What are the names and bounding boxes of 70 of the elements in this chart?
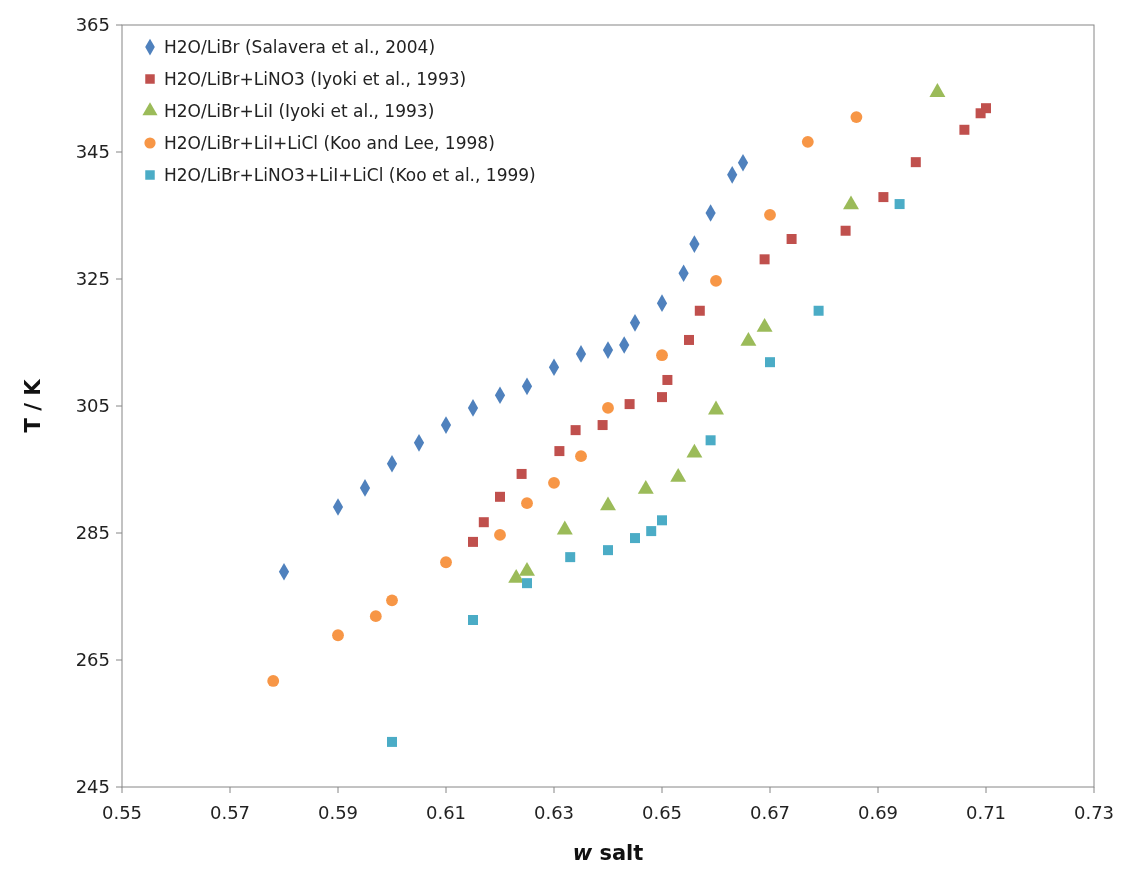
y-tick-label: 305 <box>75 395 110 417</box>
y-tick-label: 265 <box>75 649 110 671</box>
x-tick-label: 0.61 <box>425 802 467 823</box>
x-tick-label: 0.73 <box>1073 802 1115 823</box>
point <box>624 399 635 410</box>
point <box>495 491 505 502</box>
y-tick-label: 345 <box>75 141 110 163</box>
point <box>801 135 814 148</box>
point <box>813 305 824 316</box>
point <box>468 614 478 625</box>
point <box>468 536 478 547</box>
point <box>646 526 657 537</box>
point <box>694 305 705 316</box>
point <box>565 552 576 563</box>
y-tick-label: 285 <box>75 522 110 544</box>
point <box>765 357 775 368</box>
point <box>603 545 613 556</box>
point <box>369 610 382 623</box>
legend-label: H2O/LiBr+LiI+LiCl (Koo and Lee, 1998) <box>164 132 495 153</box>
point <box>850 111 863 123</box>
point <box>602 402 614 414</box>
legend-label: H2O/LiBr+LiNO3 (Iyoki et al., 1993) <box>164 68 467 89</box>
point <box>630 533 640 544</box>
x-tick-label: 0.55 <box>101 802 143 823</box>
point <box>981 103 991 114</box>
x-tick-label: 0.59 <box>317 802 359 823</box>
point <box>894 199 905 210</box>
point <box>597 420 608 431</box>
point <box>267 675 280 687</box>
point <box>570 425 581 436</box>
legend-label: H2O/LiBr (Salavera et al., 2004) <box>164 36 436 57</box>
point <box>440 556 452 569</box>
point <box>662 374 673 385</box>
point <box>656 349 668 362</box>
point <box>548 476 560 489</box>
point <box>705 435 716 446</box>
point <box>494 529 506 541</box>
x-axis-title: w salt <box>572 841 644 865</box>
point <box>910 157 921 168</box>
x-tick-label: 0.57 <box>209 802 251 823</box>
point <box>840 225 851 236</box>
point <box>657 515 667 526</box>
point <box>878 192 889 203</box>
point <box>332 629 344 642</box>
point <box>786 233 797 244</box>
y-tick-label: 325 <box>75 268 110 290</box>
point <box>759 254 770 265</box>
x-tick-label: 0.63 <box>533 802 575 823</box>
point <box>575 450 587 463</box>
point <box>684 334 694 345</box>
y-tick-label: 365 <box>75 14 110 36</box>
x-tick-label: 0.69 <box>857 802 899 823</box>
point <box>387 736 397 747</box>
point <box>386 594 398 607</box>
point <box>522 578 532 589</box>
x-tick-label: 0.65 <box>641 802 683 823</box>
point <box>657 392 667 403</box>
point <box>764 208 776 221</box>
point <box>521 497 533 510</box>
x-tick-label: 0.67 <box>749 802 791 823</box>
y-axis-title: T / K <box>21 378 45 433</box>
legend-label: H2O/LiBr+LiI (Iyoki et al., 1993) <box>164 100 435 121</box>
x-tick-label: 0.71 <box>965 802 1007 823</box>
point <box>959 124 970 135</box>
legend-label: H2O/LiBr+LiNO3+LiI+LiCl (Koo et al., 1999) <box>164 164 536 185</box>
y-tick-label: 245 <box>75 776 110 798</box>
point <box>710 275 722 287</box>
point <box>554 446 565 457</box>
point <box>516 468 527 479</box>
point <box>478 517 489 528</box>
